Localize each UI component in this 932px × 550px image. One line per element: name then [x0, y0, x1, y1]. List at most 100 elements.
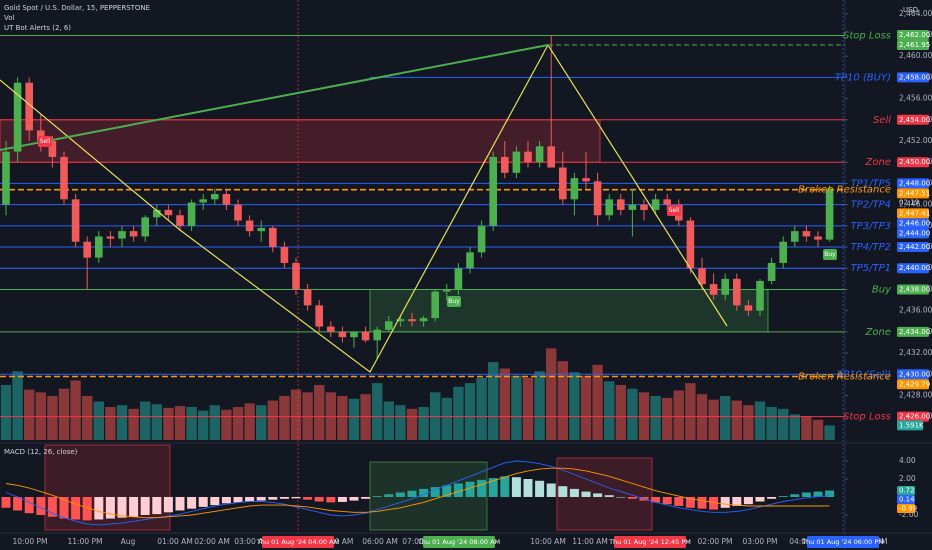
macd-bar: [256, 496, 266, 501]
candle-body: [315, 305, 323, 327]
candle-body: [245, 220, 254, 232]
volume-bar: [314, 385, 325, 440]
volume-bar: [174, 406, 186, 440]
macd-bar: [651, 496, 661, 503]
macd-bar: [477, 479, 487, 497]
macd-bar: [627, 496, 637, 499]
candle-body: [83, 241, 91, 258]
price-box-label: 2,444.00: [899, 229, 930, 237]
macd-bar: [419, 488, 429, 497]
candle-body: [709, 284, 718, 295]
macd-bar: [407, 490, 417, 497]
signal-label: Sell: [40, 138, 51, 145]
macd-bar: [337, 496, 347, 502]
price-box: [897, 411, 929, 422]
currency: USD: [903, 6, 918, 14]
macd-bar: [140, 496, 150, 515]
candle-body: [419, 318, 428, 322]
macd-bar: [24, 496, 34, 514]
y-tick-label: 2,456.00: [899, 94, 932, 103]
volume-bar: [662, 397, 673, 440]
volume-bar: [522, 377, 534, 440]
candle-body: [60, 156, 68, 200]
volume-bar: [186, 407, 197, 440]
level-label: Stop Loss: [843, 412, 891, 423]
candle-body: [408, 319, 416, 322]
level-label: Zone: [865, 157, 891, 168]
macd-bar: [187, 496, 197, 509]
candle-body: [686, 220, 695, 269]
signal-box: [38, 136, 52, 147]
candle-body: [466, 252, 474, 269]
macd-bar: [581, 491, 591, 497]
candle-body: [153, 209, 161, 218]
volume-bar: [267, 400, 278, 440]
volume-bar: [302, 392, 313, 440]
candle-body: [593, 181, 602, 216]
volume-bar: [198, 410, 209, 440]
volume-bar: [337, 396, 348, 440]
macd-bar: [1, 496, 11, 508]
x-tick-label: PM: [877, 537, 888, 546]
level-label: Broken Resistance: [798, 185, 891, 196]
macd-line: [5, 460, 830, 526]
volume-bar: [35, 392, 46, 440]
volume-bar: [731, 400, 742, 440]
signal-label: Sell: [669, 207, 680, 214]
macd-bar: [790, 494, 800, 497]
volume-bar: [824, 425, 835, 440]
volume-box: [897, 420, 923, 431]
volume-bar: [256, 405, 267, 440]
signal-label: Buy: [824, 251, 836, 258]
x-tick-label: 07:00 AM: [402, 537, 438, 546]
time-box-label: Thu 01 Aug '24 08:00 AM: [417, 538, 500, 546]
volume-bar: [499, 368, 510, 440]
candle-body: [385, 321, 393, 330]
macd-bar: [500, 476, 510, 497]
candle-body: [71, 199, 80, 242]
price-box: [897, 369, 929, 380]
indicator-label: Vol: [4, 14, 15, 22]
candle-body: [13, 82, 22, 152]
price-box: [897, 72, 929, 83]
macd-bar: [593, 493, 603, 497]
volume-bar: [70, 380, 81, 440]
volume-bar: [395, 405, 406, 440]
macd-bar: [233, 496, 243, 503]
level-label: Zone: [865, 327, 891, 338]
macd-bar: [720, 496, 730, 508]
macd-bar: [361, 496, 371, 499]
candle-body: [199, 199, 207, 203]
volume-bar: [348, 398, 360, 440]
x-tick-label: 11:00 PM: [68, 537, 103, 546]
price-box: [897, 218, 929, 229]
macd-bar: [268, 496, 278, 500]
price-box-label: 2,447.51: [899, 189, 930, 197]
macd-bar: [198, 496, 208, 507]
candle-body: [327, 326, 335, 332]
candle-body: [802, 231, 811, 237]
volume-bar: [290, 389, 302, 440]
volume-bar: [441, 397, 452, 440]
macd-bar: [117, 496, 127, 518]
x-tick-label: 10:00 PM: [13, 537, 48, 546]
candle-body: [129, 231, 138, 237]
candle-body: [187, 202, 196, 226]
candle-body: [698, 268, 706, 285]
candle-body: [779, 241, 787, 263]
candle-body: [791, 231, 799, 242]
y-tick-label: 2,460.00: [899, 51, 932, 60]
y-tick-label: 2,452.00: [899, 136, 932, 145]
volume-bar: [766, 407, 777, 440]
volume-bar: [685, 383, 696, 440]
macd-bar: [303, 496, 313, 500]
x-tick-label: 11:00 AM: [572, 537, 608, 546]
price-box-label: 2,450.00: [899, 158, 930, 166]
level-label: Sell: [873, 115, 891, 126]
macd-bar: [546, 483, 556, 497]
macd-bar: [13, 496, 23, 511]
price-box: [897, 263, 929, 274]
macd-bar: [94, 496, 104, 520]
price-box: [897, 188, 929, 199]
macd-tick-label: 4.00: [899, 456, 916, 465]
